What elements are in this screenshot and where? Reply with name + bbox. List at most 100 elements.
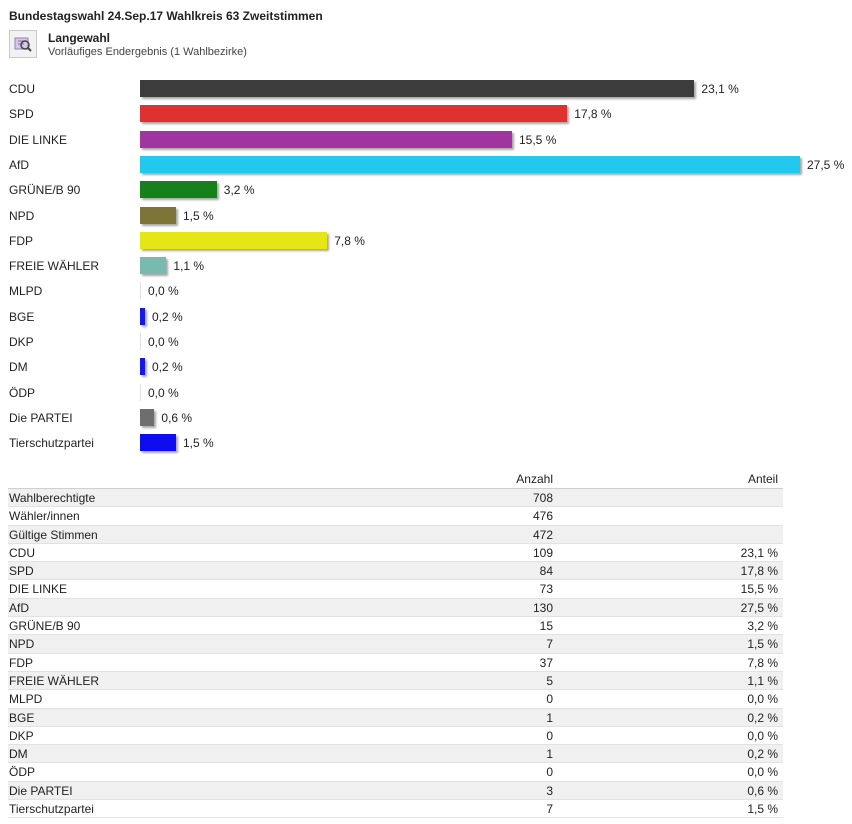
cell-share: 17,8 % <box>740 564 778 579</box>
bar-category-label: SPD <box>9 107 34 122</box>
bar[interactable] <box>140 408 155 426</box>
bar-category-label: Die PARTEI <box>9 410 73 425</box>
table-row: DM 1 0,2 % <box>8 745 783 764</box>
cell-share: 1,5 % <box>747 802 778 817</box>
bar-row: GRÜNE/B 90 3,2 % <box>0 179 852 204</box>
bar-value-label: 27,5 % <box>807 157 845 172</box>
cell-name: Gültige Stimmen <box>9 527 98 542</box>
results-table: Anzahl Anteil Wahlberechtigte 708 Wähler/i… <box>8 470 783 819</box>
bar-row: FREIE WÄHLER 1,1 % <box>0 255 852 280</box>
cell-name: BGE <box>9 710 35 725</box>
cell-count: 1 <box>546 747 553 762</box>
bar-category-label: BGE <box>9 309 35 324</box>
bar-category-label: DM <box>9 360 28 375</box>
bar-row: DM 0,2 % <box>0 356 852 381</box>
bar-category-label: FDP <box>9 233 33 248</box>
bar-category-label: CDU <box>9 82 35 96</box>
cell-name: DKP <box>9 728 34 743</box>
bar-value-label: 17,8 % <box>574 107 612 122</box>
cell-count: 476 <box>532 509 553 524</box>
cell-name: DM <box>9 747 28 762</box>
table-row: Die PARTEI 3 0,6 % <box>8 781 783 801</box>
bar-row: FDP 7,8 % <box>0 230 852 255</box>
bar-category-label: ÖDP <box>9 385 36 400</box>
bar-category-label: FREIE WÄHLER <box>9 259 100 274</box>
table-row: NPD 7 1,5 % <box>8 635 783 654</box>
bar[interactable] <box>140 80 695 97</box>
cell-count: 7 <box>546 802 553 817</box>
bar[interactable] <box>140 434 176 452</box>
bar[interactable] <box>140 105 568 123</box>
cell-count: 0 <box>546 765 553 780</box>
table-row: FDP 37 7,8 % <box>8 654 783 672</box>
table-row: Wähler/innen 476 <box>8 507 783 526</box>
bar[interactable] <box>140 257 167 275</box>
bar-row: ÖDP 0,0 % <box>0 382 852 407</box>
bar-value-label: 0,0 % <box>148 385 179 400</box>
cell-count: 130 <box>532 600 553 615</box>
bar[interactable] <box>140 333 141 350</box>
bar-category-label: MLPD <box>9 284 43 299</box>
area-name[interactable]: Langewahl <box>48 31 111 45</box>
cell-name: Tierschutzpartei <box>9 802 94 817</box>
cell-count: 1 <box>546 710 553 725</box>
table-row: DIE LINKE 73 15,5 % <box>8 580 783 599</box>
bar[interactable] <box>140 282 141 300</box>
table-row: DKP 0 0,0 % <box>8 727 783 746</box>
bar-row: Die PARTEI 0,6 % <box>0 407 852 432</box>
table-row: Tierschutzpartei 7 1,5 % <box>8 800 783 819</box>
cell-name: DIE LINKE <box>9 582 68 597</box>
bar-row: CDU 23,1 % <box>0 78 852 103</box>
cell-share: 0,0 % <box>747 765 778 780</box>
header-count: Anzahl <box>516 472 553 486</box>
cell-name: MLPD <box>9 692 43 707</box>
bar-value-label: 7,8 % <box>334 233 365 248</box>
cell-name: Wahlberechtigte <box>9 491 96 505</box>
bar[interactable] <box>140 383 141 401</box>
bar-category-label: DKP <box>9 335 34 349</box>
bar[interactable] <box>140 130 512 148</box>
cell-name: SPD <box>9 564 34 579</box>
bar[interactable] <box>140 181 217 199</box>
bar[interactable] <box>140 231 328 249</box>
map-magnifier-icon[interactable] <box>9 30 37 58</box>
bar-value-label: 0,6 % <box>161 410 193 425</box>
cell-share: 7,8 % <box>747 655 778 670</box>
bar-category-label: DIE LINKE <box>9 132 68 147</box>
cell-name: CDU <box>9 545 35 560</box>
bar-row: Tierschutzpartei 1,5 % <box>0 432 852 457</box>
bar-value-label: 1,5 % <box>183 436 214 451</box>
bar-category-label: Tierschutzpartei <box>9 436 94 451</box>
table-row: BGE 1 0,2 % <box>8 708 783 727</box>
cell-name: AfD <box>9 600 30 615</box>
cell-share: 1,1 % <box>747 673 778 688</box>
cell-name: FREIE WÄHLER <box>9 673 100 688</box>
bar-category-label: AfD <box>9 157 30 172</box>
bar-category-label: NPD <box>9 208 35 223</box>
cell-share: 23,1 % <box>740 545 778 560</box>
page-title: Bundestagswahl 24.Sep.17 Wahlkreis 63 Zw… <box>9 9 323 23</box>
table-row: AfD 130 27,5 % <box>8 598 783 618</box>
cell-name: GRÜNE/B 90 <box>9 619 81 634</box>
cell-name: Die PARTEI <box>9 783 73 798</box>
cell-count: 7 <box>546 637 553 652</box>
bar[interactable] <box>140 206 176 224</box>
cell-share: 3,2 % <box>747 619 778 634</box>
table-row: SPD 84 17,8 % <box>8 562 783 581</box>
cell-count: 0 <box>546 692 553 707</box>
cell-share: 15,5 % <box>740 582 778 597</box>
cell-name: NPD <box>9 637 35 652</box>
bar-row: DKP 0,0 % <box>0 331 852 356</box>
cell-count: 708 <box>532 491 553 505</box>
header-share: Anteil <box>747 472 778 486</box>
cell-count: 73 <box>539 582 553 597</box>
cell-name: FDP <box>9 655 33 670</box>
cell-count: 472 <box>532 527 553 542</box>
cell-share: 1,5 % <box>747 637 778 652</box>
cell-count: 0 <box>546 728 553 743</box>
bar[interactable] <box>140 307 145 325</box>
bar[interactable] <box>140 155 800 173</box>
bar-value-label: 0,2 % <box>152 309 183 324</box>
bar-value-label: 3,2 % <box>223 183 255 198</box>
bar[interactable] <box>140 358 145 376</box>
